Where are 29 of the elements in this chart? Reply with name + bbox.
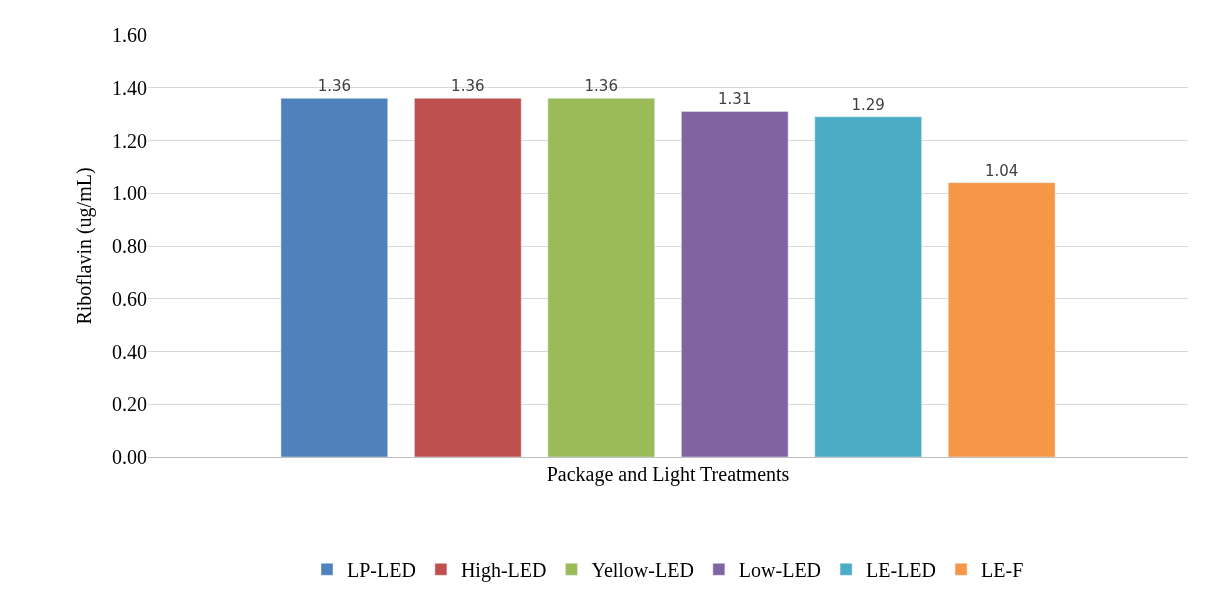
y-tick-label: 0.60 xyxy=(112,287,147,310)
bar xyxy=(814,116,922,457)
data-label: 1.36 xyxy=(584,77,618,96)
y-tick-label: 1.20 xyxy=(112,129,147,152)
bar xyxy=(414,98,522,457)
y-tick-label: 0.20 xyxy=(112,393,147,416)
legend-label: LE-LED xyxy=(866,559,937,582)
y-tick-label: 1.00 xyxy=(112,182,147,205)
legend-label: LP-LED xyxy=(347,559,416,582)
data-label: 1.36 xyxy=(451,77,485,96)
data-label: 1.36 xyxy=(317,77,352,96)
data-label: 1.31 xyxy=(718,90,752,109)
legend-label: High-LED xyxy=(460,559,547,583)
bar xyxy=(547,98,655,457)
legend-label: LE-F xyxy=(981,559,1024,582)
y-tick-label: 1.60 xyxy=(112,24,147,46)
bar xyxy=(948,182,1056,457)
legend-label: Low-LED xyxy=(738,559,822,582)
bar xyxy=(681,111,789,457)
bar xyxy=(280,98,388,457)
x-axis-title: Package and Light Treatments xyxy=(546,462,790,486)
y-tick-label: 1.40 xyxy=(112,76,147,99)
y-tick-label: 0.40 xyxy=(112,340,147,363)
y-axis-title: Riboflavin (ug/mL) xyxy=(72,167,96,325)
data-label: 1.04 xyxy=(984,161,1019,180)
y-tick-label: 0.00 xyxy=(112,446,147,468)
data-label: 1.29 xyxy=(851,95,885,114)
legend-label: Yellow-LED xyxy=(591,559,694,582)
y-tick-label: 0.80 xyxy=(112,235,147,257)
